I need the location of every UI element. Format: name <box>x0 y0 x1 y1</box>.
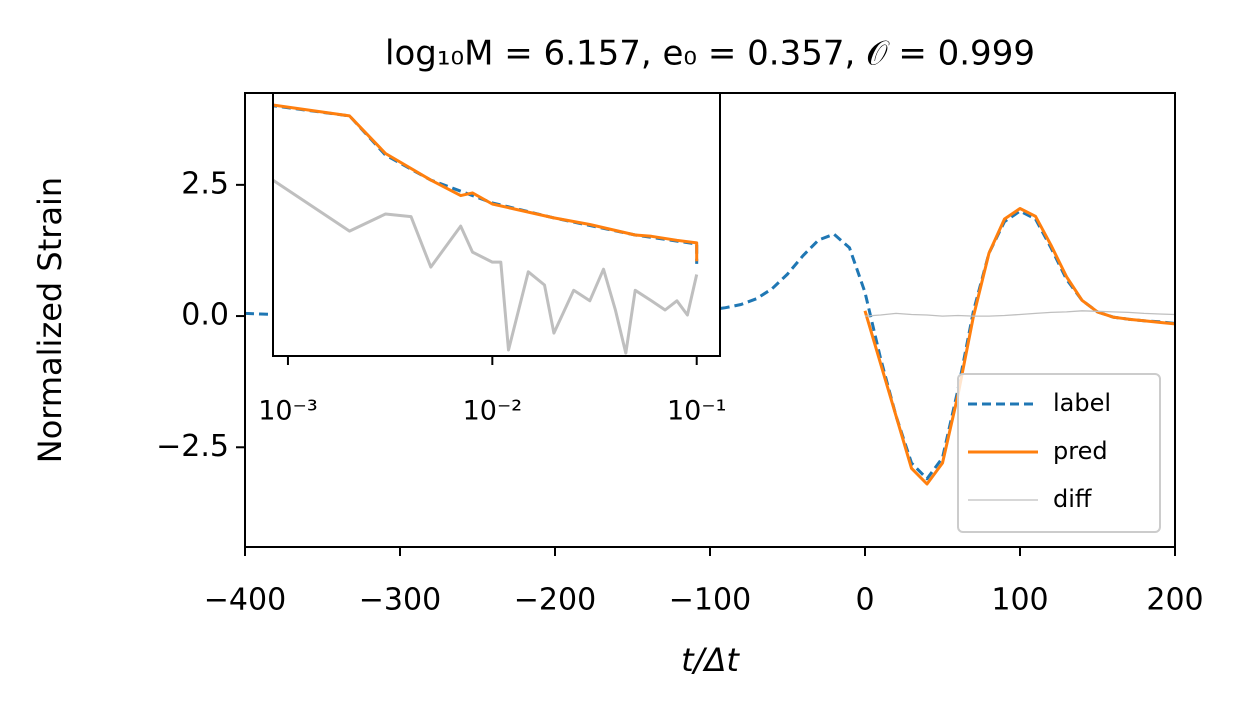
legend-label: diff <box>1053 485 1092 513</box>
legend-box <box>957 373 1161 533</box>
series-line <box>864 310 1175 317</box>
series-line <box>863 207 1175 486</box>
legend-label: label <box>1053 389 1111 417</box>
x-tick-label: 200 <box>1146 583 1203 618</box>
y-tick-label: 0.0 <box>181 298 229 333</box>
series-line <box>273 178 699 355</box>
x-tick-label: 10⁻³ <box>258 396 317 427</box>
x-tick-label: 0 <box>855 583 874 618</box>
inset-background <box>273 93 720 356</box>
y-tick-label: 2.5 <box>181 166 229 201</box>
x-tick-label: −100 <box>669 583 751 618</box>
y-tick-label: −2.5 <box>156 429 229 464</box>
legend-label: pred <box>1053 437 1108 465</box>
x-axis-label: t/Δt <box>681 641 740 679</box>
chart-title: log₁₀M = 6.157, e₀ = 0.357, 𝒪 = 0.999 <box>385 34 1035 74</box>
plot-area <box>273 103 699 355</box>
x-tick-label: −300 <box>359 583 441 618</box>
y-axis-label: Normalized Strain <box>31 177 69 463</box>
x-tick-label: −400 <box>204 583 286 618</box>
x-tick-label: 100 <box>991 583 1048 618</box>
x-tick-label: −200 <box>514 583 596 618</box>
axes-frame <box>272 92 721 357</box>
series-line <box>273 103 699 262</box>
x-tick-label: 10⁻² <box>463 396 522 427</box>
x-tick-label: 10⁻¹ <box>667 396 726 427</box>
